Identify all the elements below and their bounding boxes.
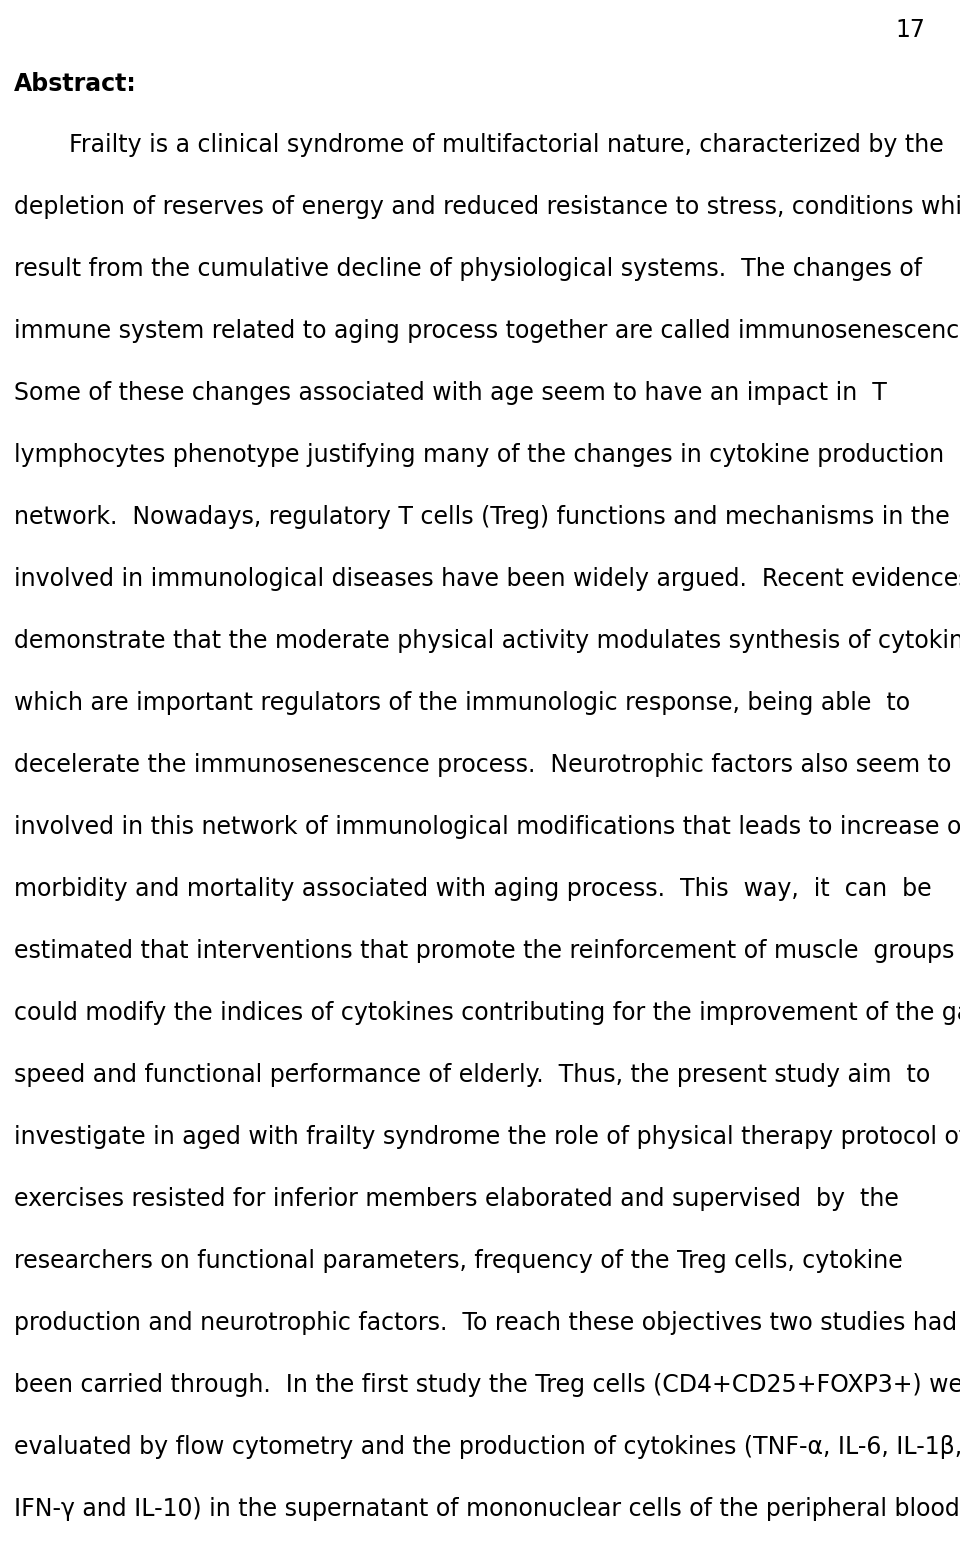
Text: immune system related to aging process together are called immunosenescence.: immune system related to aging process t… — [14, 320, 960, 343]
Text: Abstract:: Abstract: — [14, 72, 136, 97]
Text: depletion of reserves of energy and reduced resistance to stress, conditions whi: depletion of reserves of energy and redu… — [14, 195, 960, 218]
Text: investigate in aged with frailty syndrome the role of physical therapy protocol : investigate in aged with frailty syndrom… — [14, 1126, 960, 1149]
Text: researchers on functional parameters, frequency of the Treg cells, cytokine: researchers on functional parameters, fr… — [14, 1249, 902, 1274]
Text: result from the cumulative decline of physiological systems.  The changes of: result from the cumulative decline of ph… — [14, 257, 923, 281]
Text: evaluated by flow cytometry and the production of cytokines (TNF-α, IL-6, IL-1β,: evaluated by flow cytometry and the prod… — [14, 1434, 960, 1459]
Text: been carried through.  In the first study the Treg cells (CD4+CD25+FOXP3+) were: been carried through. In the first study… — [14, 1373, 960, 1397]
Text: Frailty is a clinical syndrome of multifactorial nature, characterized by the: Frailty is a clinical syndrome of multif… — [69, 133, 944, 157]
Text: demonstrate that the moderate physical activity modulates synthesis of cytokines: demonstrate that the moderate physical a… — [14, 628, 960, 653]
Text: involved in immunological diseases have been widely argued.  Recent evidences: involved in immunological diseases have … — [14, 567, 960, 591]
Text: morbidity and mortality associated with aging process.  This  way,  it  can  be: morbidity and mortality associated with … — [14, 878, 931, 901]
Text: exercises resisted for inferior members elaborated and supervised  by  the: exercises resisted for inferior members … — [14, 1186, 899, 1211]
Text: could modify the indices of cytokines contributing for the improvement of the ga: could modify the indices of cytokines co… — [14, 1001, 960, 1024]
Text: speed and functional performance of elderly.  Thus, the present study aim  to: speed and functional performance of elde… — [14, 1063, 930, 1087]
Text: estimated that interventions that promote the reinforcement of muscle  groups: estimated that interventions that promot… — [14, 939, 954, 963]
Text: which are important regulators of the immunologic response, being able  to: which are important regulators of the im… — [14, 691, 910, 716]
Text: lymphocytes phenotype justifying many of the changes in cytokine production: lymphocytes phenotype justifying many of… — [14, 443, 944, 468]
Text: 17: 17 — [895, 19, 924, 42]
Text: network.  Nowadays, regulatory T cells (Treg) functions and mechanisms in the: network. Nowadays, regulatory T cells (T… — [14, 505, 949, 529]
Text: Some of these changes associated with age seem to have an impact in  T: Some of these changes associated with ag… — [14, 380, 887, 405]
Text: decelerate the immunosenescence process.  Neurotrophic factors also seem to be: decelerate the immunosenescence process.… — [14, 753, 960, 776]
Text: production and neurotrophic factors.  To reach these objectives two studies had: production and neurotrophic factors. To … — [14, 1311, 957, 1335]
Text: involved in this network of immunological modifications that leads to increase o: involved in this network of immunologica… — [14, 815, 960, 839]
Text: IFN-γ and IL-10) in the supernatant of mononuclear cells of the peripheral blood: IFN-γ and IL-10) in the supernatant of m… — [14, 1497, 960, 1522]
